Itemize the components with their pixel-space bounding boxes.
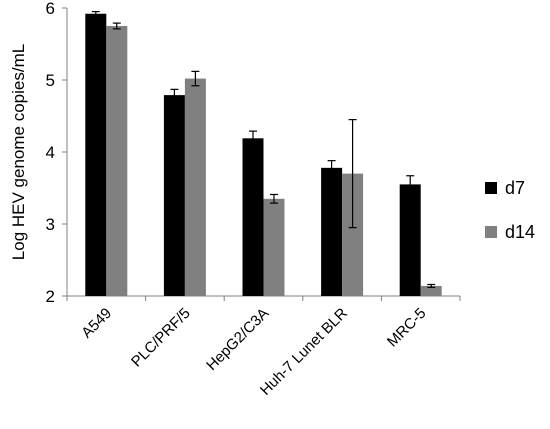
category-label: MRC-5 [384,305,430,351]
bar-d14 [106,26,128,296]
bar-d7 [399,184,421,296]
y-tick-label: 5 [46,71,55,90]
legend-swatch-d14 [485,226,497,238]
bar-d14 [263,198,285,296]
bar-d14 [420,285,442,296]
y-tick-label: 2 [46,287,55,306]
y-tick-label: 3 [46,215,55,234]
legend-swatch-d7 [485,182,497,194]
bars [85,13,442,297]
legend-label-d7: d7 [505,178,525,198]
error-bars [91,10,436,288]
legend: d7 d14 [485,178,535,242]
category-label: HepG2/C3A [203,305,272,374]
y-tick-labels: 2 3 4 5 6 [46,0,55,306]
y-tick-label: 4 [46,143,55,162]
bar-d14 [184,78,206,296]
bar-d7 [85,13,107,296]
y-axis-label-group: Log HEV genome copies/mL [9,44,28,260]
bar-d14 [342,173,364,296]
category-label: PLC/PRF/5 [128,305,194,371]
y-tick-label: 6 [46,0,55,18]
y-axis-label: Log HEV genome copies/mL [9,44,28,260]
category-label: A549 [78,305,115,342]
legend-label-d14: d14 [505,222,535,242]
bar-d7 [163,95,185,297]
category-label: Huh-7 Lunet BLR [257,305,351,399]
bar-d7 [242,138,264,296]
bar-d7 [321,167,343,296]
